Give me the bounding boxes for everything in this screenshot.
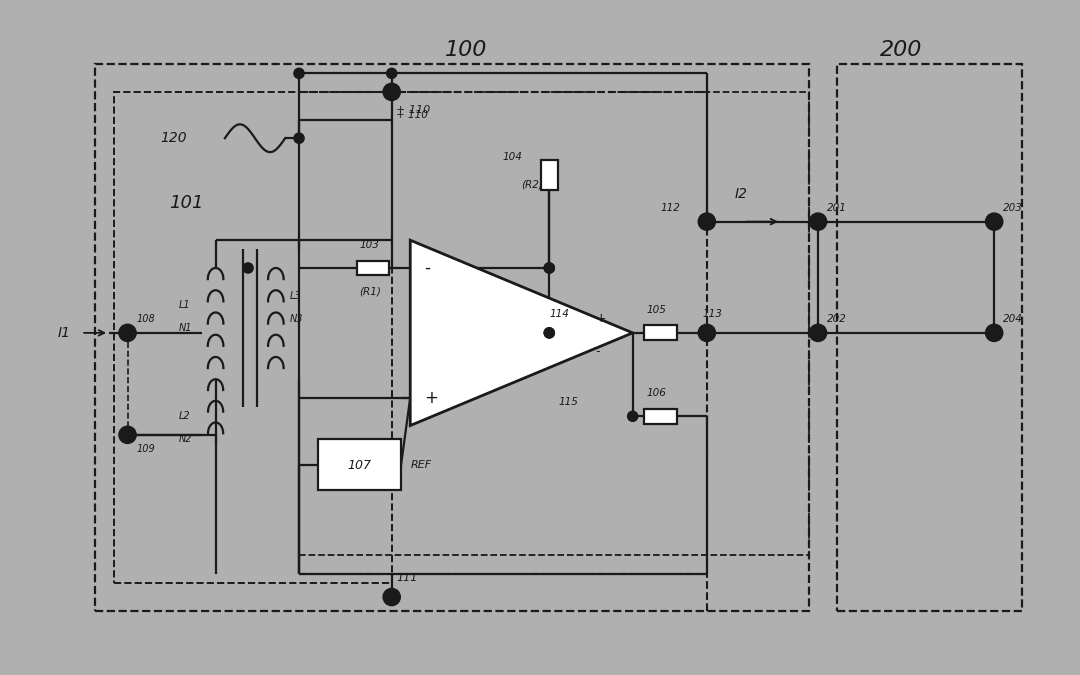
Circle shape: [810, 325, 826, 341]
Circle shape: [387, 68, 396, 78]
Text: 101: 101: [170, 194, 204, 212]
Text: I1: I1: [58, 326, 71, 340]
Circle shape: [243, 263, 253, 273]
Circle shape: [699, 325, 715, 341]
Polygon shape: [410, 240, 633, 425]
Bar: [318, 439, 401, 491]
Text: 107: 107: [348, 459, 372, 472]
Text: N2: N2: [178, 435, 192, 444]
Text: 106: 106: [647, 388, 666, 398]
Circle shape: [544, 328, 554, 338]
Circle shape: [544, 263, 554, 273]
Bar: [645, 325, 677, 340]
Circle shape: [627, 411, 638, 421]
Text: 113: 113: [702, 309, 723, 319]
Text: 120: 120: [160, 131, 187, 145]
Text: 111: 111: [396, 574, 418, 583]
Text: 200: 200: [880, 40, 922, 60]
Text: 114: 114: [550, 309, 569, 319]
Bar: [299, 92, 809, 556]
Circle shape: [699, 213, 715, 230]
Text: +: +: [595, 313, 606, 325]
Text: I2: I2: [734, 187, 747, 201]
Text: N3: N3: [289, 314, 303, 324]
Text: 109: 109: [137, 443, 156, 454]
Text: 102: 102: [501, 342, 541, 361]
Circle shape: [387, 87, 396, 97]
Text: 105: 105: [647, 304, 666, 315]
Circle shape: [986, 213, 1002, 230]
Text: 203: 203: [1003, 202, 1024, 213]
Text: 108: 108: [137, 314, 156, 324]
Text: L3: L3: [289, 291, 301, 301]
Text: REF: REF: [410, 460, 431, 470]
Bar: [357, 261, 390, 275]
Circle shape: [294, 133, 305, 143]
Text: L2: L2: [178, 411, 190, 421]
Text: 100: 100: [445, 40, 487, 60]
Text: 103: 103: [360, 240, 379, 250]
Bar: [95, 64, 809, 611]
Text: + 110: + 110: [396, 105, 431, 115]
Circle shape: [544, 328, 554, 338]
Circle shape: [986, 325, 1002, 341]
Circle shape: [544, 263, 554, 273]
Text: 104: 104: [503, 152, 523, 162]
Text: 201: 201: [827, 202, 847, 213]
Bar: [645, 409, 677, 424]
Text: 112: 112: [661, 202, 680, 213]
Text: -: -: [595, 345, 600, 358]
Text: 204: 204: [1003, 314, 1024, 324]
Circle shape: [383, 589, 400, 605]
Circle shape: [119, 325, 136, 341]
Bar: [113, 92, 392, 583]
Circle shape: [810, 213, 826, 230]
Text: (R2): (R2): [522, 180, 543, 190]
Text: 115: 115: [558, 398, 579, 408]
Text: + 110: + 110: [396, 110, 428, 120]
Text: (R1): (R1): [360, 286, 381, 296]
Text: L1: L1: [178, 300, 190, 310]
Text: 202: 202: [827, 314, 847, 324]
Text: +: +: [424, 389, 438, 407]
Bar: [837, 64, 1022, 611]
Text: N1: N1: [178, 323, 192, 333]
Bar: [541, 161, 557, 190]
Circle shape: [294, 68, 305, 78]
Circle shape: [383, 84, 400, 100]
Circle shape: [119, 427, 136, 443]
Text: -: -: [424, 259, 430, 277]
